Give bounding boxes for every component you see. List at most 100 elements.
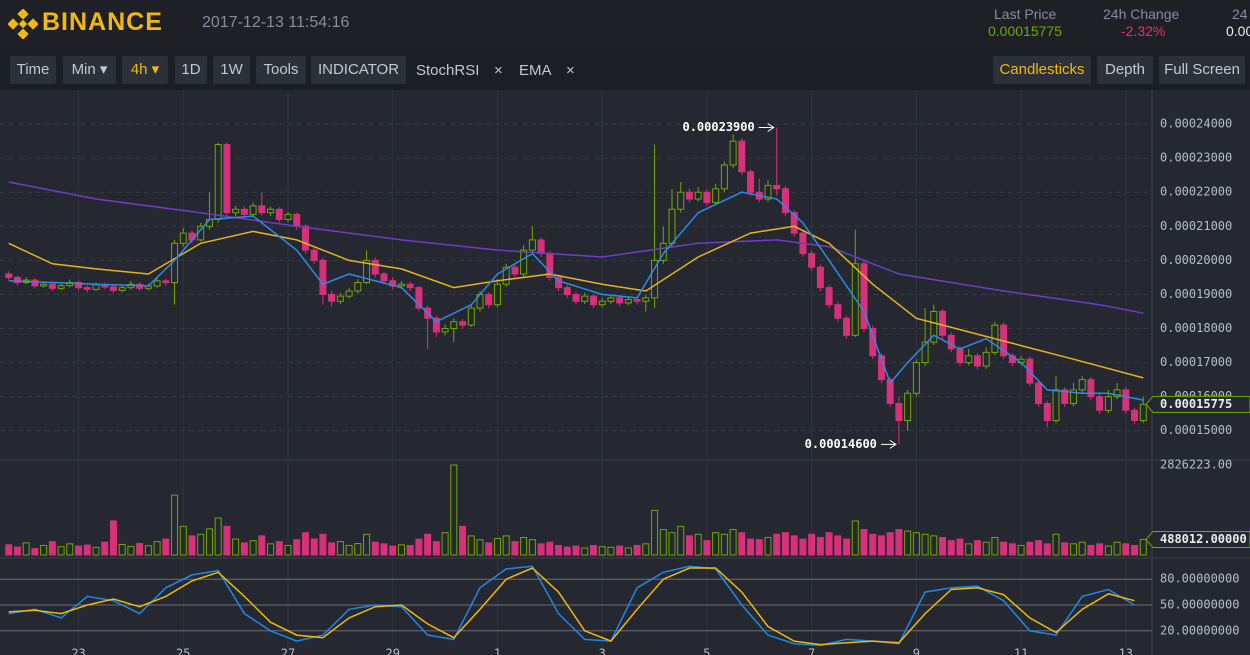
volume-bar <box>869 533 877 556</box>
candle-body <box>1122 389 1130 411</box>
value-tag <box>1145 530 1250 548</box>
candle-body <box>939 310 947 336</box>
volume-bar <box>755 539 763 556</box>
y-tick-label: 0.00019000 <box>1160 287 1232 301</box>
y-tick-label: 0.00022000 <box>1160 185 1232 199</box>
candle-body <box>380 273 388 282</box>
candle-body <box>581 295 589 302</box>
y-tick-label: 20.00000000 <box>1160 623 1239 637</box>
button[interactable]: INDICATOR <box>311 56 406 84</box>
cut-title: 24 <box>1232 6 1248 22</box>
button[interactable]: 1W <box>213 56 250 84</box>
remove-button[interactable]: × <box>494 62 503 79</box>
volume-bar <box>214 517 222 556</box>
value-tag-label: 0.00015775 <box>1160 397 1232 411</box>
button[interactable]: Tools <box>256 56 306 84</box>
candle-body <box>1096 396 1104 411</box>
candle-body <box>109 286 117 291</box>
volume-bar <box>1113 541 1121 556</box>
volume-bar <box>720 533 728 556</box>
indicator[interactable]: StochRSI <box>416 62 480 79</box>
candle-body <box>668 208 676 244</box>
volume-bar <box>424 533 432 556</box>
candle-body <box>729 140 737 166</box>
volume-bar <box>764 536 772 556</box>
x-tick-label: 7 <box>808 647 815 655</box>
candle-body <box>371 259 379 275</box>
volume-bar <box>415 538 423 556</box>
volume-bar <box>555 544 563 556</box>
volume-bar <box>912 532 920 556</box>
volume-bar <box>616 545 624 556</box>
volume-bar <box>101 541 109 556</box>
button[interactable]: 1D <box>175 56 207 84</box>
volume-bar <box>982 541 990 556</box>
button[interactable]: Full Screen <box>1159 56 1245 84</box>
candle-body <box>965 355 973 364</box>
candle-body <box>354 282 362 292</box>
volume-bar <box>153 541 161 556</box>
candle-body <box>537 239 545 255</box>
volume-bar <box>930 535 938 556</box>
button[interactable]: Min ▾ <box>63 56 116 84</box>
volume-bar <box>345 544 353 556</box>
candle-body <box>214 144 222 220</box>
volume-bar <box>188 535 196 556</box>
indicator-line <box>8 191 1144 401</box>
candle-body <box>642 297 650 302</box>
volume-bar <box>642 543 650 556</box>
candle-body <box>624 299 632 304</box>
button[interactable]: Depth <box>1097 56 1153 84</box>
candle-body <box>162 280 170 284</box>
header: BINANCE 2017-12-13 11:54:16 Last Price 0… <box>0 0 1250 48</box>
volume-bar <box>834 535 842 556</box>
volume-bar <box>1096 543 1104 556</box>
volume-bar <box>851 520 859 556</box>
volume-bar <box>877 535 885 556</box>
candle-body <box>232 208 240 214</box>
candle-body <box>450 321 458 330</box>
volume-bar <box>40 544 48 556</box>
volume-bar <box>624 547 632 556</box>
candle-body <box>275 208 283 220</box>
candle-body <box>843 317 851 336</box>
candle-body <box>1061 389 1069 404</box>
candle-body <box>720 164 728 190</box>
indicator[interactable]: EMA <box>519 62 552 79</box>
volume-bar <box>1052 533 1060 556</box>
candle-body <box>781 188 789 214</box>
candle-body <box>284 213 292 220</box>
volume-bar <box>205 528 213 556</box>
candle-body <box>1035 382 1043 404</box>
button[interactable]: 4h ▾ <box>122 56 168 84</box>
candle-body <box>607 297 615 302</box>
button[interactable]: Time <box>10 56 56 84</box>
candle-body <box>267 208 275 214</box>
volume-bar <box>75 545 83 556</box>
annotation-label: 0.00014600 <box>805 437 877 451</box>
volume-bar <box>1000 541 1008 556</box>
volume-bar <box>511 541 519 556</box>
candle-body <box>249 205 257 215</box>
remove-button[interactable]: × <box>566 62 575 79</box>
candle-body <box>13 276 21 284</box>
volume-bar <box>1069 543 1077 556</box>
volume-bar <box>249 540 257 556</box>
volume-bar <box>1122 543 1130 556</box>
brand[interactable]: BINANCE <box>42 8 163 36</box>
volume-bar <box>328 542 336 556</box>
candle-body <box>589 295 597 306</box>
volume-bar <box>537 543 545 556</box>
candle-body <box>1131 409 1139 422</box>
volume-bar <box>13 546 21 556</box>
candle-body <box>75 282 83 289</box>
volume-bar <box>319 533 327 556</box>
volume-bar <box>406 544 414 556</box>
candle-body <box>441 328 449 333</box>
volume-bar <box>92 546 100 556</box>
candle-body <box>528 239 536 251</box>
candle-body <box>685 191 693 200</box>
button[interactable]: Candlesticks <box>993 56 1091 84</box>
candle-body <box>659 242 667 261</box>
candle-body <box>773 184 781 190</box>
